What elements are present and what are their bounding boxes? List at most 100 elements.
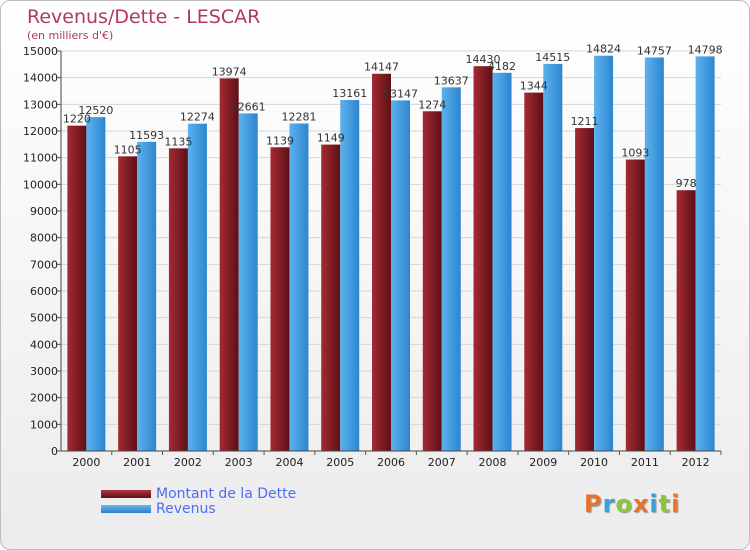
bar-dette (270, 147, 290, 451)
data-label-revenus: 11593 (129, 129, 164, 142)
x-tick-label: 2012 (682, 456, 710, 469)
chart-subtitle: (en milliers d'€) (27, 29, 114, 42)
data-label-dette: 1135 (164, 135, 192, 148)
data-label-revenus: 14798 (688, 43, 723, 56)
y-tick-label: 14000 (23, 72, 58, 85)
data-label-dette: 14430 (466, 53, 501, 66)
data-label-revenus: 4182 (488, 60, 516, 73)
data-label-dette: 1211 (571, 115, 599, 128)
bar-dette (524, 92, 544, 451)
bar-revenus (340, 100, 360, 451)
data-label-revenus: 13161 (332, 87, 367, 100)
chart-title: Revenus/Dette - LESCAR (27, 6, 261, 28)
bar-revenus (187, 123, 207, 452)
proxiti-logo: Proxiti (584, 490, 680, 518)
data-label-revenus: 12274 (180, 111, 215, 124)
data-label-dette: 1105 (114, 143, 142, 156)
x-tick-label: 2009 (529, 456, 557, 469)
data-label-revenus: 12281 (281, 111, 316, 124)
y-tick-label: 12000 (23, 125, 58, 138)
bar-dette (625, 159, 645, 452)
data-label-dette: 14147 (364, 61, 399, 74)
data-label-revenus: 13637 (434, 74, 469, 87)
bar-revenus (695, 56, 715, 452)
x-tick-label: 2007 (428, 456, 456, 469)
bar-dette (372, 73, 391, 451)
logo-letter: i (649, 490, 659, 518)
bar-dette (473, 66, 493, 451)
data-label-dette: 1093 (621, 147, 649, 160)
logo-letter: i (671, 490, 681, 518)
bar-revenus (391, 100, 410, 451)
bar-revenus (289, 123, 309, 452)
y-tick-label: 3000 (30, 365, 58, 378)
x-tick-label: 2004 (275, 456, 303, 469)
legend-label-revenus: Revenus (156, 501, 216, 517)
x-tick-label: 2011 (631, 456, 659, 469)
bar-dette (168, 148, 188, 452)
logo-letter: t (658, 490, 672, 518)
y-tick-label: 7000 (30, 258, 58, 271)
bar-revenus (441, 87, 461, 451)
y-tick-label: 4000 (30, 338, 58, 351)
legend-label-dette: Montant de la Dette (156, 486, 297, 502)
data-label-dette: 13974 (212, 65, 247, 78)
data-label-dette: 1344 (520, 80, 548, 93)
bar-dette (321, 144, 341, 451)
data-label-dette: 1220 (63, 113, 91, 126)
y-tick-label: 13000 (23, 98, 58, 111)
data-label-dette: 1149 (317, 132, 345, 145)
bar-revenus (492, 72, 512, 452)
data-label-dette: 1139 (266, 134, 294, 147)
x-tick-label: 2008 (479, 456, 507, 469)
data-label-revenus: 12661 (231, 100, 266, 113)
y-tick-label: 8000 (30, 232, 58, 245)
axes: 0 1000 2000 3000 4000 5000 6000 7000 8000 9000 100… (23, 45, 722, 469)
y-tick-label: 1000 (30, 418, 58, 431)
bar-revenus (594, 55, 614, 452)
bar-revenus (543, 63, 563, 451)
legend-swatch-dette (101, 490, 151, 498)
data-label-revenus: 14757 (637, 44, 672, 57)
logo-letter: o (615, 490, 633, 518)
data-label-revenus: 14824 (586, 43, 621, 56)
x-tick-label: 2001 (123, 456, 151, 469)
bar-dette (219, 78, 239, 452)
data-label-revenus: 12520 (78, 104, 113, 117)
bar-dette (67, 125, 87, 452)
data-label-revenus: 14515 (535, 51, 570, 64)
bar-dette (575, 128, 595, 452)
y-tick-label: 0 (51, 445, 58, 458)
bar-revenus (238, 113, 258, 451)
y-tick-label: 2000 (30, 392, 58, 405)
y-tick-label: 10000 (23, 178, 58, 191)
data-label-dette: 1274 (418, 98, 446, 111)
legend-swatch-revenus (101, 505, 151, 513)
data-label-revenus: 13147 (383, 87, 418, 100)
y-tick-label: 11000 (23, 152, 58, 165)
x-tick-label: 2002 (174, 456, 202, 469)
bar-revenus (644, 57, 664, 451)
bars (67, 55, 715, 452)
bar-dette (676, 190, 696, 451)
logo-letter: r (602, 490, 616, 518)
y-tick-label: 6000 (30, 285, 58, 298)
y-tick-label: 5000 (30, 312, 58, 325)
x-tick-label: 2005 (326, 456, 354, 469)
bar-dette (422, 111, 442, 452)
bar-revenus (137, 141, 157, 451)
logo-letter: x (632, 490, 650, 518)
y-tick-label: 9000 (30, 205, 58, 218)
x-tick-label: 2010 (580, 456, 608, 469)
logo-letter: P (584, 490, 603, 518)
y-tick-label: 15000 (23, 45, 58, 58)
x-tick-label: 2003 (225, 456, 253, 469)
bar-dette (118, 156, 138, 452)
data-label-dette: 978 (676, 177, 697, 190)
x-tick-label: 2000 (72, 456, 100, 469)
bar-revenus (86, 117, 106, 451)
x-tick-label: 2006 (377, 456, 405, 469)
